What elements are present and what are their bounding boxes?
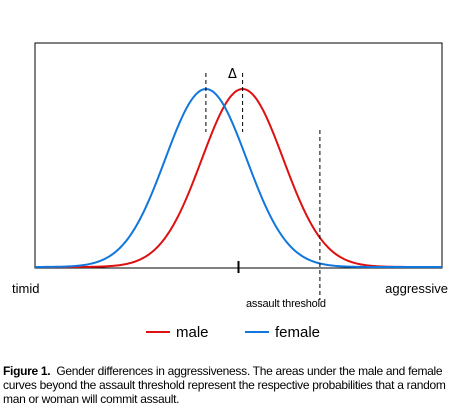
threshold-label: assault threshold bbox=[246, 298, 326, 310]
caption-lead: Figure 1. bbox=[3, 364, 51, 378]
x-axis-right-label: aggressive bbox=[385, 281, 448, 296]
legend-item-female: female bbox=[245, 322, 320, 342]
curve-female bbox=[35, 88, 442, 268]
legend-swatch-female bbox=[245, 331, 269, 333]
legend-label-male: male bbox=[176, 323, 209, 341]
plot-frame bbox=[34, 42, 443, 269]
legend-label-female: female bbox=[275, 323, 321, 341]
x-axis-left-label: timid bbox=[12, 281, 40, 296]
delta-symbol: Δ bbox=[228, 67, 237, 82]
legend-item-male: male bbox=[146, 322, 209, 342]
chart: Δ bbox=[34, 42, 443, 300]
guides-group bbox=[205, 73, 321, 300]
figure-caption: Figure 1. Gender differences in aggressi… bbox=[3, 364, 461, 406]
caption-text: Gender differences in aggressiveness. Th… bbox=[3, 364, 446, 406]
legend-swatch-male bbox=[146, 331, 170, 333]
curves-group bbox=[35, 88, 442, 268]
curve-male bbox=[35, 88, 442, 268]
